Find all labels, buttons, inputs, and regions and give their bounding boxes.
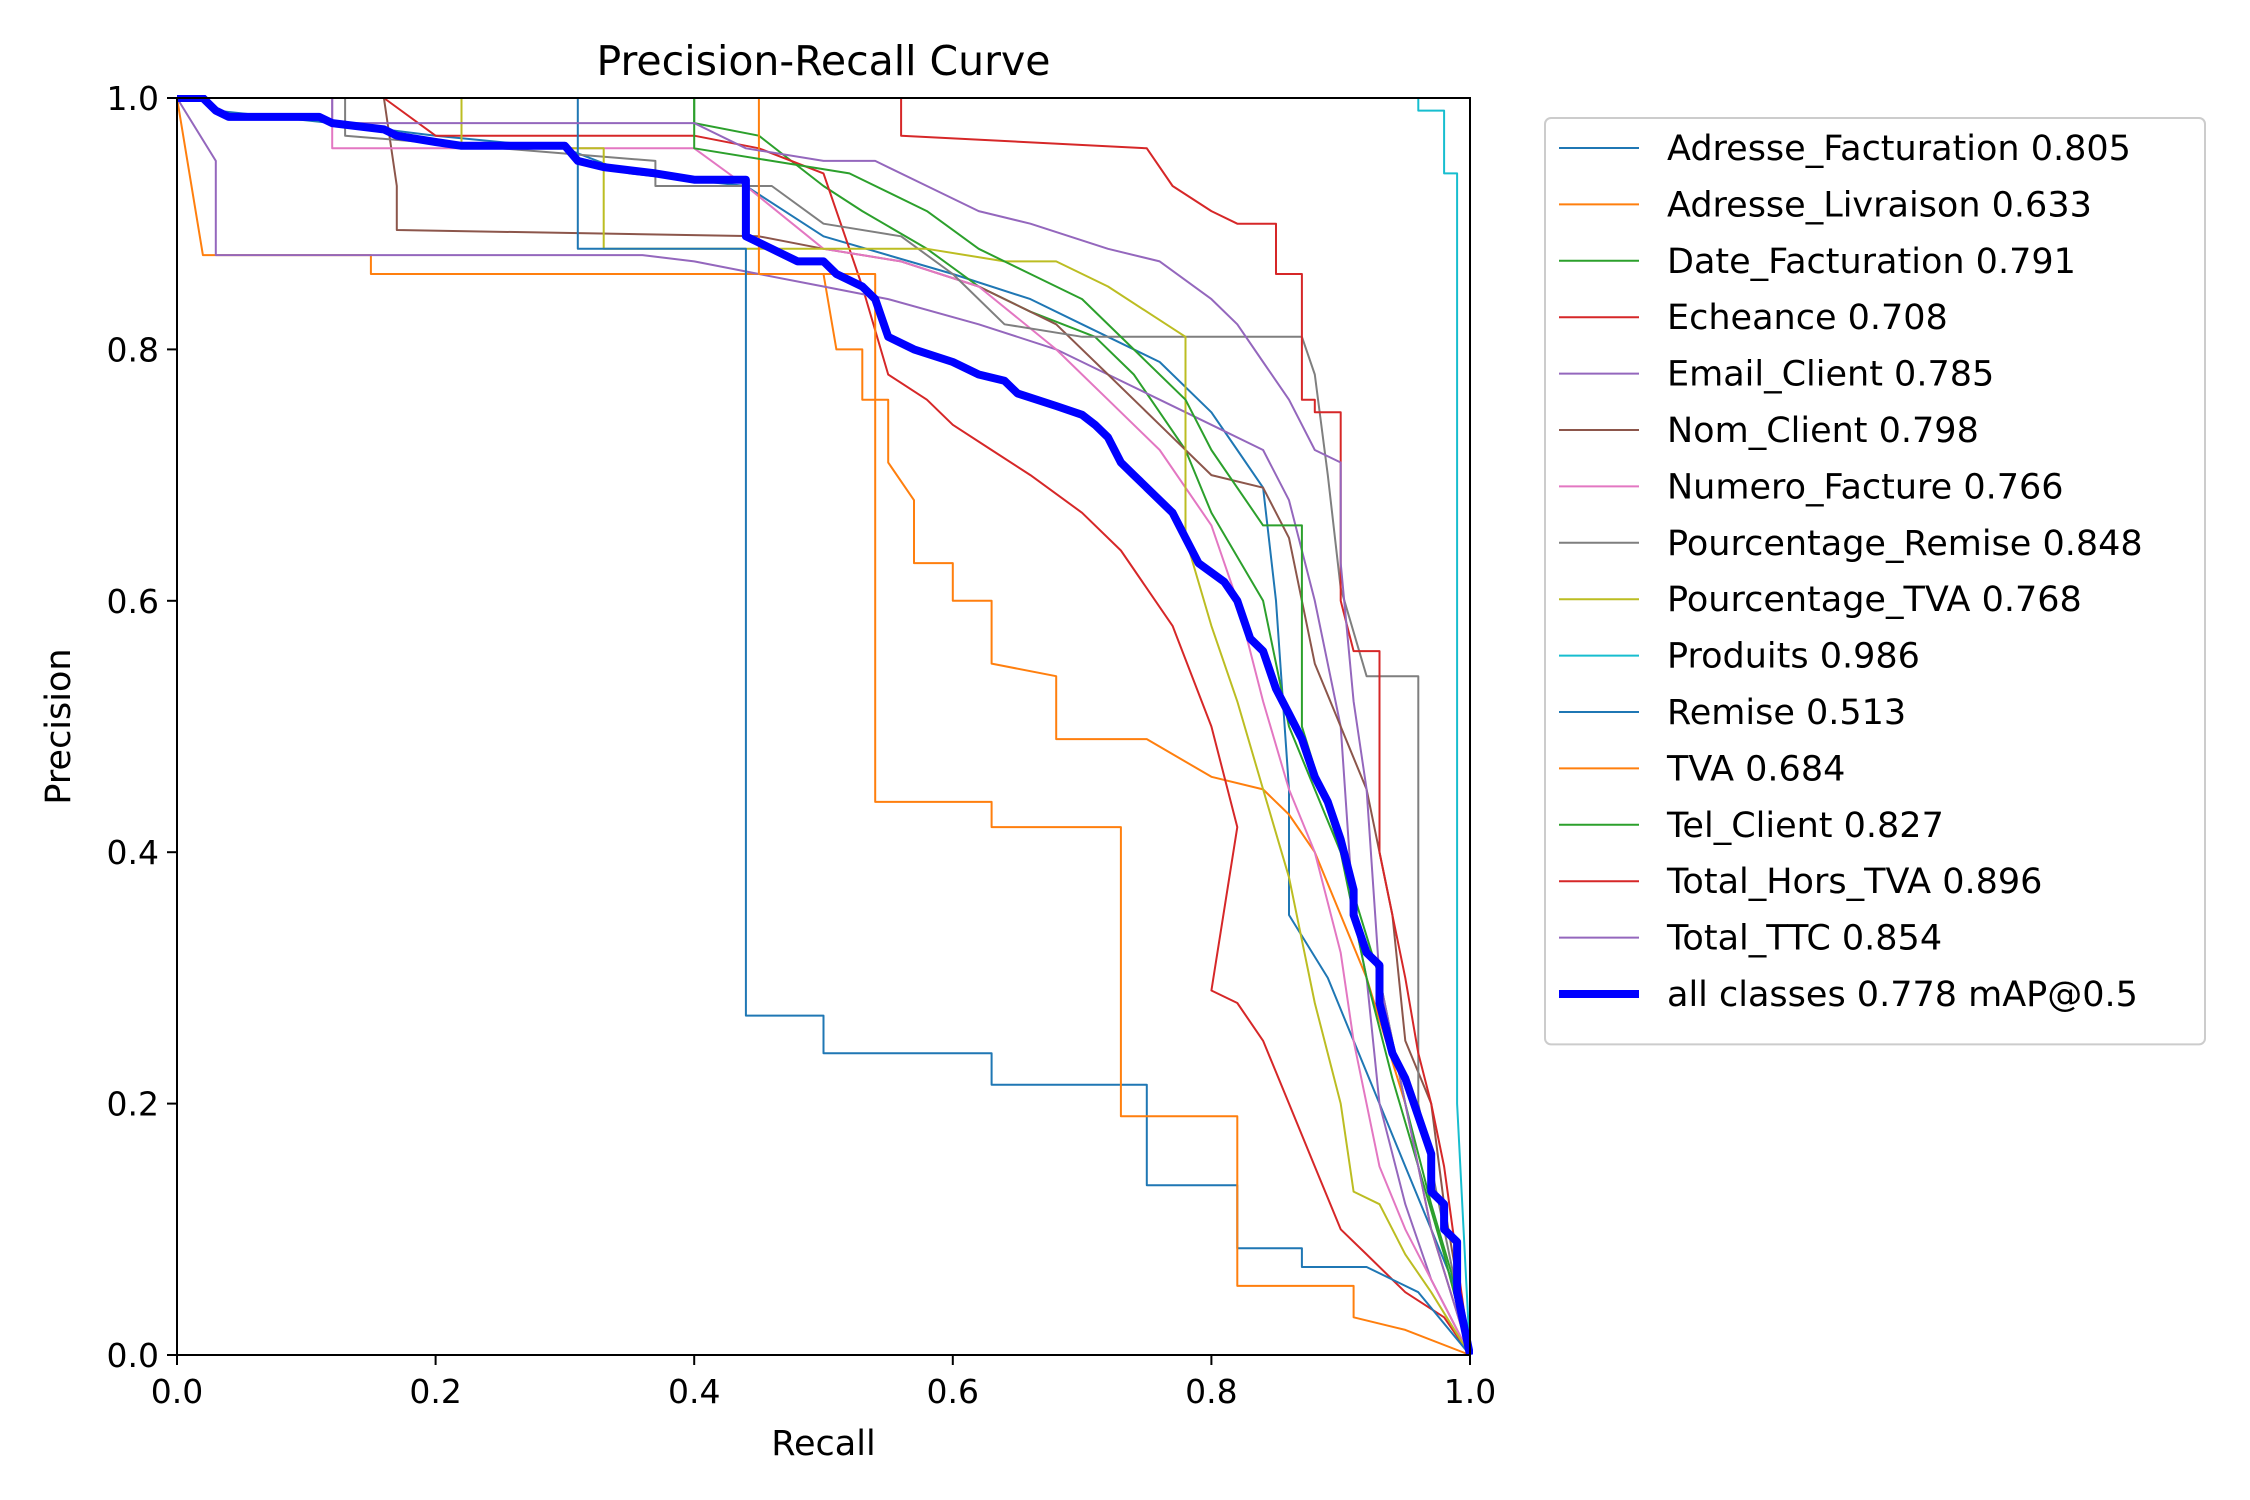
x-axis-ticks: 0.0 0.2 0.4 0.6 0.8 1.0 (151, 1355, 1496, 1411)
legend-label: Remise 0.513 (1667, 693, 1906, 733)
plot-frame (176, 97, 1471, 1356)
legend-label: Email_Client 0.785 (1667, 355, 1994, 395)
series-line-10 (177, 97, 1471, 1356)
y-tick-label: 1.0 (107, 79, 159, 118)
series-line-14 (177, 97, 1471, 1356)
x-tick-label: 0.8 (1185, 1372, 1237, 1411)
legend-label: Numero_Facture 0.766 (1667, 467, 2064, 507)
series-layer (176, 95, 1473, 1356)
series-line-15 (177, 95, 1473, 1356)
series-line-1 (176, 97, 1471, 1356)
series-line-9 (177, 97, 1471, 1356)
x-tick-label: 0.6 (927, 1372, 979, 1411)
y-tick-label: 0.8 (107, 330, 159, 369)
series-line-11 (177, 97, 1471, 1356)
series-line-7 (177, 97, 1471, 1356)
y-axis-ticks: 0.0 0.2 0.4 0.6 0.8 1.0 (107, 79, 177, 1375)
y-tick-label: 0.0 (107, 1336, 159, 1375)
legend-label: Adresse_Livraison 0.633 (1667, 185, 2092, 225)
legend-label: Total_Hors_TVA 0.896 (1666, 862, 2042, 902)
legend-label: Pourcentage_Remise 0.848 (1667, 524, 2143, 564)
x-tick-label: 0.2 (409, 1372, 461, 1411)
series-line-13 (177, 97, 1471, 1356)
legend-label: all classes 0.778 mAP@0.5 (1667, 975, 2138, 1015)
x-tick-label: 0.0 (151, 1372, 203, 1411)
x-tick-label: 0.4 (668, 1372, 720, 1411)
legend-label: Tel_Client 0.827 (1666, 806, 1944, 846)
legend-label: TVA 0.684 (1666, 749, 1845, 789)
y-tick-label: 0.4 (107, 833, 159, 872)
series-line-4 (176, 97, 1471, 1356)
y-axis-label: Precision (39, 648, 79, 804)
legend-label: Produits 0.986 (1667, 637, 1920, 677)
legend-label: Total_TTC 0.854 (1666, 919, 1942, 959)
legend-label: Echeance 0.708 (1667, 298, 1948, 338)
y-tick-label: 0.2 (107, 1085, 159, 1124)
series-line-3 (177, 97, 1471, 1356)
chart-title: Precision-Recall Curve (596, 37, 1050, 85)
legend-label: Pourcentage_TVA 0.768 (1667, 580, 2082, 620)
legend-label: Nom_Client 0.798 (1667, 411, 1979, 451)
legend-label: Date_Facturation 0.791 (1667, 242, 2076, 282)
x-axis-label: Recall (771, 1424, 875, 1464)
legend: Adresse_Facturation 0.805 Adresse_Livrais… (1544, 117, 2206, 1046)
legend-box (1544, 117, 2206, 1046)
legend-label: Adresse_Facturation 0.805 (1667, 129, 2131, 169)
x-tick-label: 1.0 (1444, 1372, 1496, 1411)
y-tick-label: 0.6 (107, 582, 159, 621)
series-line-12 (177, 97, 1471, 1356)
